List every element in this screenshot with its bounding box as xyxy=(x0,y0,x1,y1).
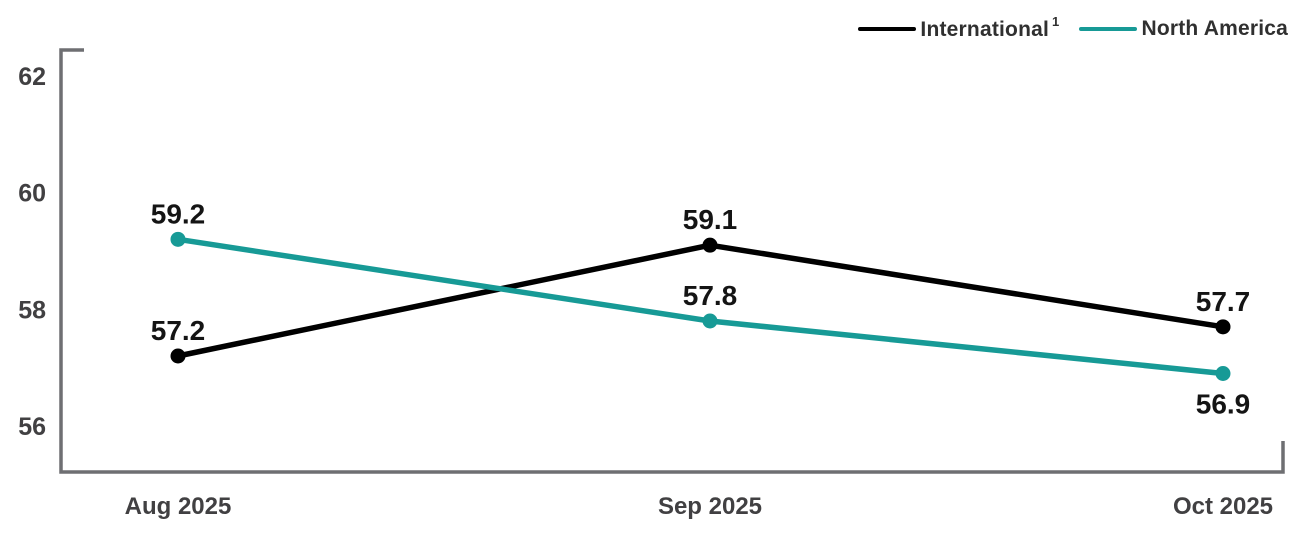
x-tick-label: Oct 2025 xyxy=(1173,493,1273,520)
legend-swatch-north-america xyxy=(1079,27,1138,31)
footnote-marker: 1 xyxy=(1052,14,1060,29)
data-point-international xyxy=(170,348,186,364)
legend-label-north-america: North America xyxy=(1141,17,1288,41)
x-tick-label: Aug 2025 xyxy=(125,493,232,520)
data-value-label-north-america: 57.8 xyxy=(683,280,738,311)
data-point-international xyxy=(702,237,718,253)
data-value-label-north-america: 59.2 xyxy=(151,198,206,229)
data-point-international xyxy=(1215,319,1231,335)
data-value-label-international: 59.1 xyxy=(683,204,738,235)
y-tick-label: 56 xyxy=(18,413,46,441)
legend-item-north-america: North America xyxy=(1079,17,1288,41)
data-value-label-international: 57.7 xyxy=(1196,286,1251,317)
legend-swatch-international xyxy=(858,27,917,31)
x-tick-label: Sep 2025 xyxy=(658,493,762,520)
data-point-north-america xyxy=(170,231,186,247)
y-tick-label: 62 xyxy=(18,63,46,91)
axis-frame xyxy=(59,48,1285,474)
y-tick-label: 58 xyxy=(18,296,46,324)
data-value-label-north-america: 56.9 xyxy=(1196,389,1251,420)
legend-text-north-america: North America xyxy=(1141,17,1288,40)
data-point-north-america xyxy=(702,313,718,329)
data-point-north-america xyxy=(1215,366,1231,381)
y-tick-label: 60 xyxy=(18,180,46,208)
legend-item-international: International 1 xyxy=(858,14,1060,42)
data-value-label-international: 57.2 xyxy=(151,315,206,346)
legend-text-international: International xyxy=(920,18,1050,41)
chart-legend: International 1 North America xyxy=(858,14,1288,42)
legend-label-international: International 1 xyxy=(920,14,1060,42)
